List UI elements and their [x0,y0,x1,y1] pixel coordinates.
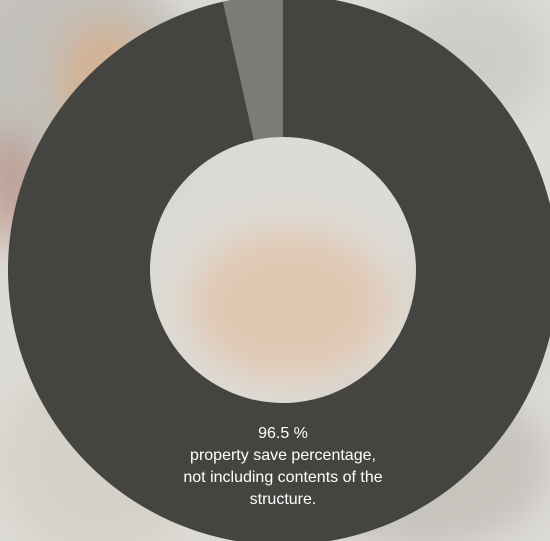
caption-line-3: structure. [249,491,317,508]
caption-line-2: not including contents of the [183,469,383,486]
percentage-value: 96.5 % [258,425,308,442]
donut-slice-remainder [223,0,283,141]
donut-slice-property-saved [8,0,550,541]
chart-annotation: 96.5 % property save percentage, not inc… [125,423,441,511]
caption-line-1: property save percentage, [190,447,376,464]
